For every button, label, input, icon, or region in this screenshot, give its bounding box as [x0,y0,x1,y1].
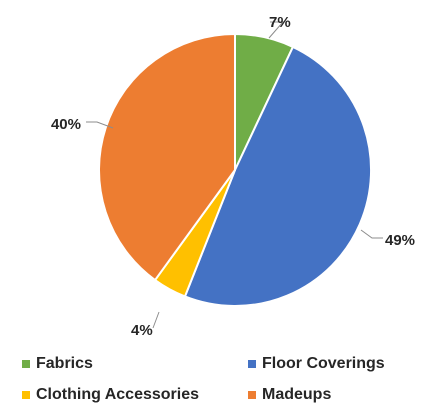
pie-slice-floor-coverings[interactable] [183,45,373,307]
legend-label-madeups: Madeups [262,386,332,403]
legend-label-floor-coverings: Floor Coverings [262,355,385,372]
pie-slice-madeups[interactable] [98,33,236,282]
legend-label-fabrics: Fabrics [36,355,93,372]
data-label-madeups: 40% [51,116,81,133]
leader-line-clothing-accessories [152,311,160,329]
legend: Fabrics Floor Coverings Clothing Accesso… [22,355,422,411]
legend-swatch-floor-coverings [248,360,256,368]
legend-item-clothing-accessories[interactable]: Clothing Accessories [22,386,199,404]
legend-item-floor-coverings[interactable]: Floor Coverings [248,355,385,373]
data-labels: 7% 49% 4% 40% [51,14,415,339]
data-label-clothing-accessories: 4% [131,322,153,339]
leader-lines [86,21,383,329]
legend-swatch-madeups [248,391,256,399]
leader-line-floor-coverings [360,229,383,239]
legend-label-clothing-accessories: Clothing Accessories [36,386,200,403]
leader-line-fabrics [268,21,285,39]
data-label-floor-coverings: 49% [385,232,415,249]
legend-swatch-fabrics [22,360,30,368]
pie-slices [98,33,373,307]
legend-item-madeups[interactable]: Madeups [248,386,331,404]
legend-item-fabrics[interactable]: Fabrics [22,355,93,373]
legend-swatch-clothing-accessories [22,391,30,399]
data-label-fabrics: 7% [269,14,291,31]
leader-line-madeups [86,121,114,129]
